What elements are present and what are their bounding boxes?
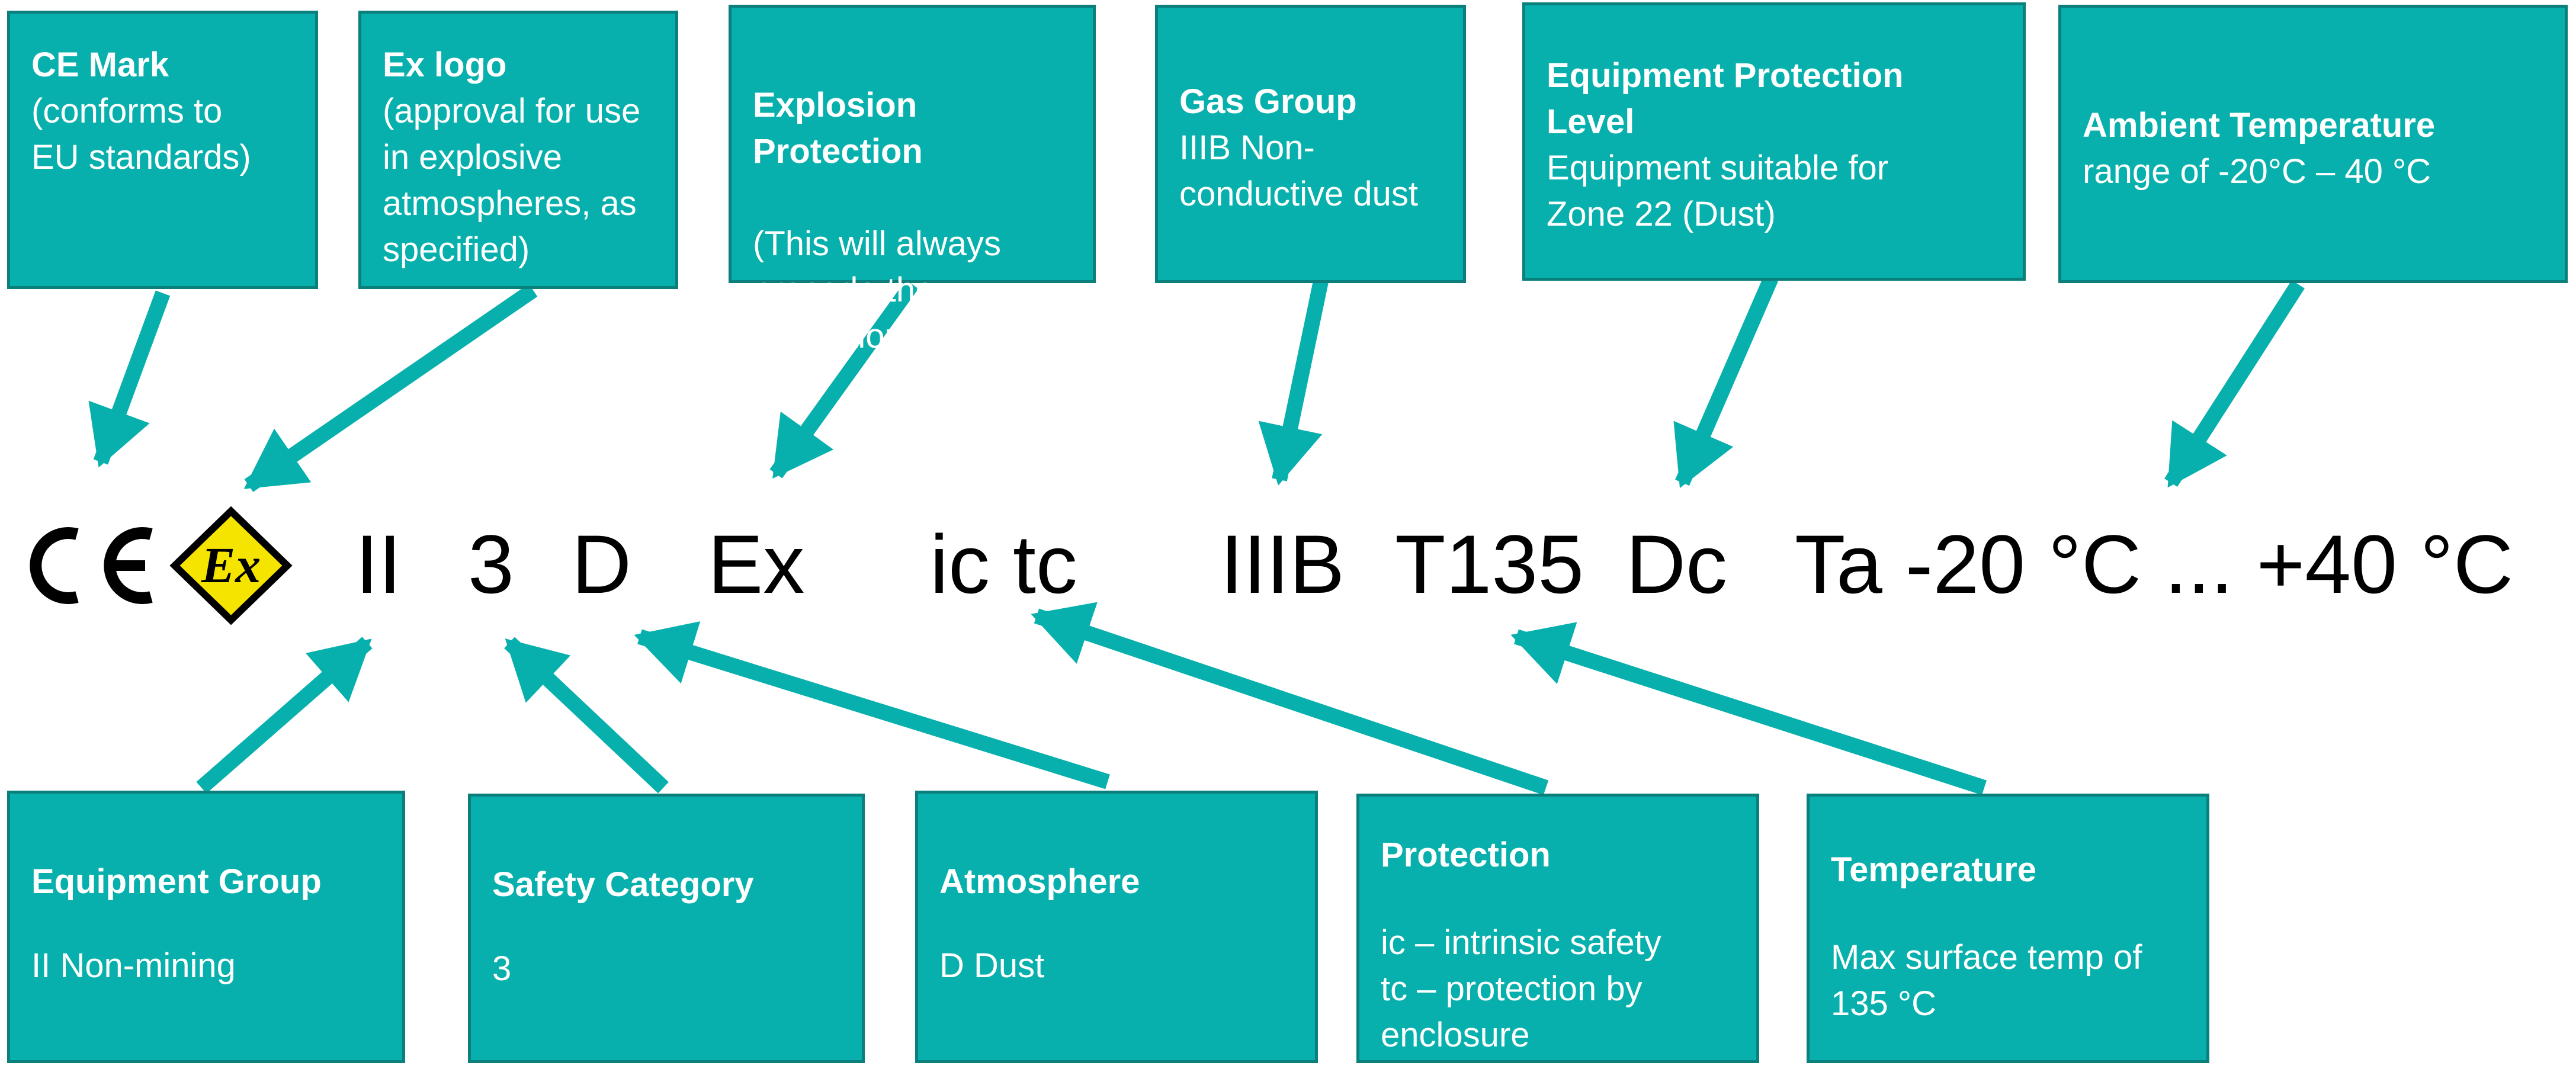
epl-title: Equipment Protection Level (1547, 56, 1904, 141)
ambient-temp-title: Ambient Temperature (2083, 106, 2436, 145)
arrow-explosion-protection (769, 280, 919, 479)
atmosphere-box: Atmosphere D Dust (915, 791, 1318, 1063)
arrow-ce-mark (88, 290, 171, 468)
protection-desc: ic – intrinsic safety tc – protection by… (1381, 923, 1661, 1054)
arrow-gas-group (1258, 280, 1329, 486)
gas-group-box: Gas Group IIIB Non- conductive dust (1155, 5, 1466, 283)
arrow-ex-logo (243, 284, 538, 492)
arrow-protection (1031, 602, 1549, 795)
temperature-title: Temperature (1831, 850, 2037, 889)
epl-desc: Equipment suitable for Zone 22 (Dust) (1547, 149, 1889, 233)
ambient-temp-desc: range of -20°C – 40 °C (2083, 152, 2431, 191)
marking-explosion: Ex (708, 518, 805, 611)
protection-box: Protection ic – intrinsic safety tc – pr… (1356, 794, 1759, 1063)
protection-title: Protection (1381, 836, 1551, 874)
marking-temp-class: T135 (1395, 518, 1584, 611)
ex-logo-title: Ex logo (383, 46, 507, 84)
explosion-protection-title: Explosion Protection (753, 86, 923, 171)
ce-mark-icon (30, 527, 153, 604)
equipment-group-box: Equipment Group II Non-mining (7, 791, 405, 1063)
marking-category: 3 (468, 518, 514, 611)
marking-group: II (355, 518, 402, 611)
equipment-group-title: Equipment Group (31, 862, 322, 901)
safety-category-desc: 3 (492, 949, 512, 988)
atmosphere-title: Atmosphere (939, 862, 1140, 901)
equipment-group-desc: II Non-mining (31, 946, 236, 985)
marking-epl: Dc (1626, 518, 1728, 611)
gas-group-title: Gas Group (1179, 82, 1357, 121)
marking-ambient: Ta -20 °C ... +40 °C (1795, 518, 2514, 611)
atmosphere-desc: D Dust (939, 946, 1045, 985)
arrow-equipment-group (196, 637, 373, 794)
ce-mark-title: CE Mark (31, 46, 169, 84)
marking-gas-group: IIIB (1220, 518, 1345, 611)
safety-category-title: Safety Category (492, 865, 754, 904)
marking-protection: ic tc (930, 518, 1077, 611)
safety-category-box: Safety Category 3 (468, 794, 865, 1063)
ex-logo-desc: (approval for use in explosive atmospher… (383, 92, 641, 269)
ex-logo-icon: Ex (169, 506, 293, 625)
arrow-temperature (1510, 622, 1987, 795)
gas-group-desc: IIIB Non- conductive dust (1179, 129, 1419, 213)
ce-mark-box: CE Mark (conforms to EU standards) (7, 11, 318, 289)
temperature-box: Temperature Max surface temp of 135 °C (1807, 794, 2209, 1063)
marking-atmosphere: D (572, 518, 632, 611)
arrow-safety-category (504, 637, 669, 794)
ex-logo-text: Ex (201, 537, 261, 593)
arrow-atmosphere (634, 621, 1110, 789)
temperature-desc: Max surface temp of 135 °C (1831, 938, 2142, 1023)
ce-mark-desc: (conforms to EU standards) (31, 92, 251, 176)
epl-box: Equipment Protection Level Equipment sui… (1522, 2, 2026, 281)
explosion-protection-desc: (This will always precede the protection… (753, 224, 1057, 355)
ex-logo-box: Ex logo (approval for use in explosive a… (358, 11, 678, 289)
explosion-protection-box: Explosion Protection (This will always p… (729, 5, 1096, 355)
arrow-ambient-temp (2164, 280, 2305, 488)
ambient-temp-box: Ambient Temperature range of -20°C – 40 … (2058, 5, 2568, 283)
arrow-epl (1673, 275, 1778, 489)
